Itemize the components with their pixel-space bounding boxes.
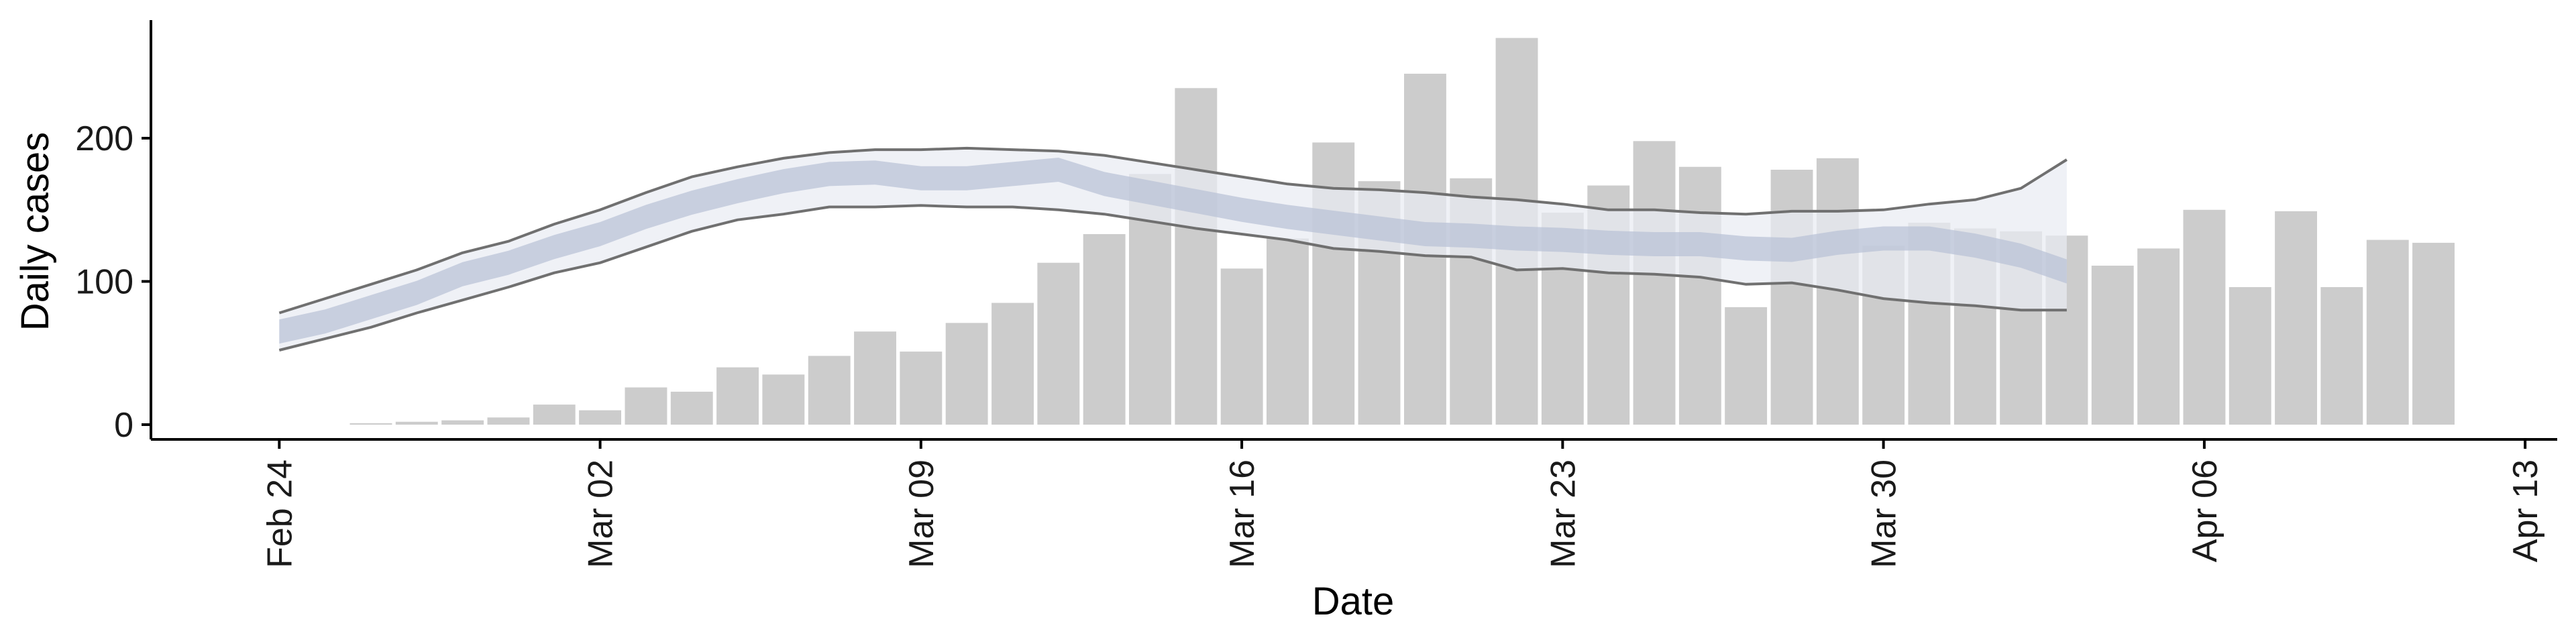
daily-cases-bar: [1220, 268, 1263, 425]
daily-cases-bar: [808, 356, 851, 425]
daily-cases-bar: [854, 331, 896, 425]
daily-cases-bar: [350, 423, 392, 425]
daily-cases-bar: [579, 410, 621, 425]
daily-cases-bar: [2091, 266, 2134, 425]
x-tick-label: Apr 06: [2186, 460, 2224, 562]
daily-cases-bar: [1267, 238, 1309, 425]
daily-cases-bar: [441, 420, 484, 425]
daily-cases-bar: [2412, 242, 2455, 425]
daily-cases-bar: [1037, 262, 1080, 425]
y-axis-title: Daily cases: [13, 132, 57, 331]
ci-lower-line: [278, 204, 2067, 352]
daily-cases-bar: [762, 374, 805, 425]
y-tick-label: 0: [114, 406, 133, 445]
x-tick-label: Mar 09: [902, 460, 941, 568]
daily-cases-bar: [1312, 142, 1355, 425]
daily-cases-bar: [900, 352, 943, 425]
daily-cases-bar: [2320, 287, 2363, 425]
daily-cases-bar: [2183, 209, 2226, 425]
daily-cases-bar: [1725, 307, 1768, 425]
axes-layer: 0 100 200 Feb 24 Mar 02 Mar 09 Mar 16 Mar 23 Mar…: [75, 20, 2557, 568]
y-tick-label: 200: [75, 119, 133, 158]
ci-upper-line: [278, 146, 2068, 315]
daily-cases-bar: [1678, 166, 1721, 425]
daily-cases-bar: [2137, 248, 2180, 425]
daily-cases-bar: [2275, 211, 2317, 425]
x-axis-title: Date: [1312, 580, 1395, 623]
x-tick-label: Mar 30: [1865, 460, 1904, 568]
daily-cases-bar: [487, 417, 530, 425]
daily-cases-bar: [670, 391, 713, 425]
daily-cases-bar: [1175, 88, 1218, 425]
x-tick-label: Feb 24: [260, 460, 299, 568]
daily-cases-bar: [716, 367, 759, 425]
daily-cases-bar: [1083, 234, 1126, 425]
daily-cases-bar: [395, 421, 438, 425]
daily-cases-bar: [991, 303, 1034, 425]
band-layer: [278, 146, 2068, 352]
x-tick-label: Mar 02: [582, 460, 621, 568]
daily-cases-bar: [2366, 239, 2409, 425]
x-tick-label: Mar 23: [1544, 460, 1582, 568]
ci-band-inner: [279, 158, 2067, 344]
y-tick-label: 100: [75, 263, 133, 302]
daily-cases-bar: [1633, 141, 1676, 425]
daily-cases-bar: [625, 387, 667, 425]
x-tick-label: Apr 13: [2506, 460, 2545, 562]
daily-cases-bar: [945, 323, 988, 425]
daily-cases-bar: [1770, 170, 1813, 425]
daily-cases-bar: [2229, 287, 2271, 425]
x-tick-label: Mar 16: [1223, 460, 1262, 568]
daily-cases-bar: [533, 405, 576, 425]
